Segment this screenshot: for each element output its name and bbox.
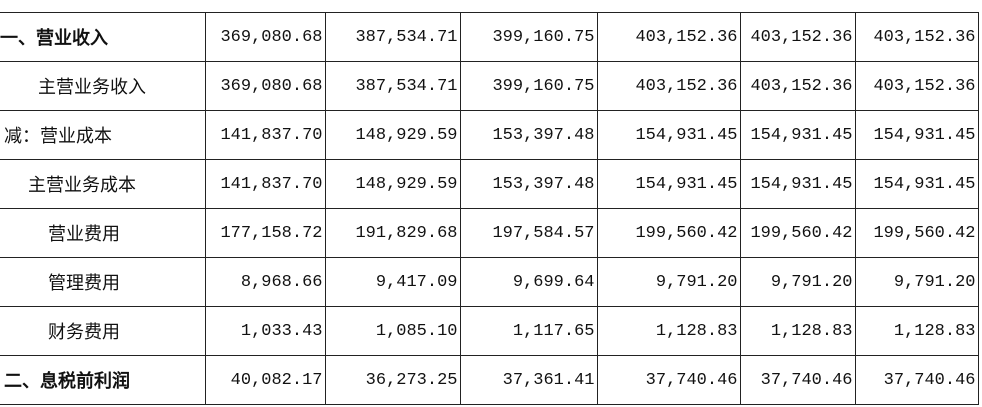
row-label: 减：营业成本: [0, 110, 206, 160]
value-cell: 9,417.09: [324, 257, 461, 307]
value-cell: 37,740.46: [854, 355, 979, 405]
value-cell: 403,152.36: [854, 61, 979, 111]
row-label: 主营业务成本: [0, 159, 206, 209]
value-cell: 37,361.41: [459, 355, 598, 405]
value-cell: 403,152.36: [854, 12, 979, 62]
row-label: 营业费用: [0, 208, 206, 258]
value-cell: 154,931.45: [596, 110, 741, 160]
value-cell: 40,082.17: [204, 355, 326, 405]
value-cell: 1,128.83: [596, 306, 741, 356]
value-cell: 153,397.48: [459, 159, 598, 209]
table-row: 一、营业收入 369,080.68 387,534.71 399,160.75 403,…: [0, 12, 979, 62]
value-cell: 37,740.46: [596, 355, 741, 405]
value-cell: 141,837.70: [204, 110, 326, 160]
value-cell: 36,273.25: [324, 355, 461, 405]
table-row: 减：营业成本 141,837.70 148,929.59 153,397.48 154,…: [0, 110, 979, 160]
value-cell: 399,160.75: [459, 12, 598, 62]
table-row: 营业费用 177,158.72 191,829.68 197,584.57 199,56…: [0, 208, 979, 258]
value-cell: 154,931.45: [854, 159, 979, 209]
value-cell: 387,534.71: [324, 61, 461, 111]
value-cell: 191,829.68: [324, 208, 461, 258]
value-cell: 369,080.68: [204, 61, 326, 111]
value-cell: 403,152.36: [739, 61, 856, 111]
value-cell: 197,584.57: [459, 208, 598, 258]
table-row: 财务费用 1,033.43 1,085.10 1,117.65 1,128.83 1,12…: [0, 306, 979, 356]
value-cell: 387,534.71: [324, 12, 461, 62]
table-row: 主营业务收入 369,080.68 387,534.71 399,160.75 403,…: [0, 61, 979, 111]
value-cell: 1,033.43: [204, 306, 326, 356]
row-label: 一、营业收入: [0, 12, 206, 62]
value-cell: 403,152.36: [596, 61, 741, 111]
value-cell: 141,837.70: [204, 159, 326, 209]
value-cell: 199,560.42: [596, 208, 741, 258]
value-cell: 369,080.68: [204, 12, 326, 62]
row-label: 二、息税前利润: [0, 355, 206, 405]
value-cell: 148,929.59: [324, 159, 461, 209]
table-row: 主营业务成本 141,837.70 148,929.59 153,397.48 154,…: [0, 159, 979, 209]
value-cell: 199,560.42: [739, 208, 856, 258]
value-cell: 153,397.48: [459, 110, 598, 160]
value-cell: 1,085.10: [324, 306, 461, 356]
value-cell: 154,931.45: [739, 110, 856, 160]
row-label: 管理费用: [0, 257, 206, 307]
value-cell: 403,152.36: [739, 12, 856, 62]
value-cell: 199,560.42: [854, 208, 979, 258]
value-cell: 1,128.83: [739, 306, 856, 356]
value-cell: 177,158.72: [204, 208, 326, 258]
value-cell: 148,929.59: [324, 110, 461, 160]
value-cell: 399,160.75: [459, 61, 598, 111]
table-body: 一、营业收入 369,080.68 387,534.71 399,160.75 403,…: [0, 12, 979, 405]
value-cell: 154,931.45: [596, 159, 741, 209]
table-row: 管理费用 8,968.66 9,417.09 9,699.64 9,791.20 9,79…: [0, 257, 979, 307]
value-cell: 8,968.66: [204, 257, 326, 307]
row-label: 财务费用: [0, 306, 206, 356]
value-cell: 9,791.20: [854, 257, 979, 307]
value-cell: 1,128.83: [854, 306, 979, 356]
value-cell: 1,117.65: [459, 306, 598, 356]
value-cell: 154,931.45: [854, 110, 979, 160]
value-cell: 9,699.64: [459, 257, 598, 307]
row-label: 主营业务收入: [0, 61, 206, 111]
value-cell: 9,791.20: [596, 257, 741, 307]
value-cell: 403,152.36: [596, 12, 741, 62]
table-row: 二、息税前利润 40,082.17 36,273.25 37,361.41 37,740…: [0, 355, 979, 405]
value-cell: 37,740.46: [739, 355, 856, 405]
income-table: 一、营业收入 369,080.68 387,534.71 399,160.75 403,…: [0, 12, 979, 405]
value-cell: 9,791.20: [739, 257, 856, 307]
value-cell: 154,931.45: [739, 159, 856, 209]
